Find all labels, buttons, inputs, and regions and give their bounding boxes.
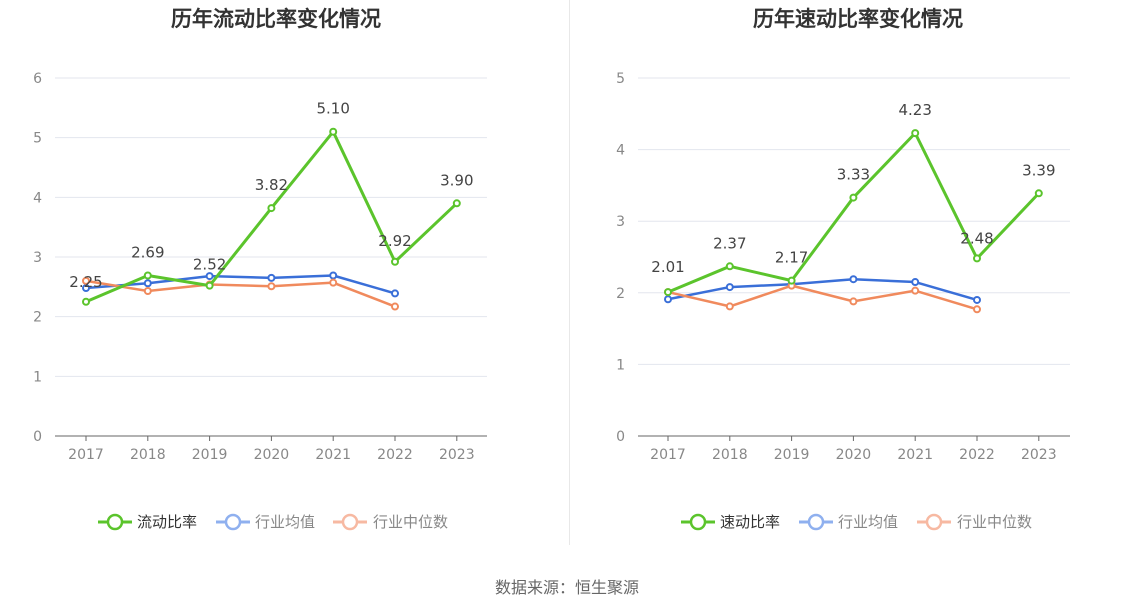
data-point-company [452, 199, 461, 208]
legend-label-median: 行业中位数 [957, 513, 1032, 531]
data-point-avg [143, 279, 152, 288]
data-point-company [143, 271, 152, 280]
data-point-avg [205, 272, 214, 281]
legend-marker-company [689, 513, 707, 531]
legend-marker-avg [224, 513, 242, 531]
chart-panel-2: 历年速动比率变化情况 0 1 2 3 4 5 2017 2018 2019 2020 2021 2022… [616, 7, 1070, 531]
x-tick-label: 2018 [712, 447, 748, 463]
x-tick-label: 2019 [774, 447, 810, 463]
series-line-median [667, 284, 978, 311]
data-label: 2.01 [651, 258, 684, 276]
data-point-company [267, 204, 276, 213]
data-point-median [391, 302, 399, 311]
y-tick-label: 1 [616, 357, 625, 373]
data-label: 3.90 [440, 171, 473, 189]
data-point-median [725, 302, 734, 311]
y-tick-label: 0 [33, 429, 42, 445]
data-point-avg [973, 295, 981, 304]
y-tick-label: 0 [616, 429, 625, 445]
data-label: 5.10 [316, 100, 349, 118]
series-line-company [667, 131, 1040, 294]
x-tick-label: 2021 [315, 447, 351, 463]
data-label: 3.33 [837, 166, 870, 184]
data-point-avg [82, 284, 90, 293]
series-line-avg [667, 277, 978, 302]
data-point-median [849, 297, 858, 306]
y-tick-label: 2 [616, 286, 625, 302]
data-label: 2.92 [378, 232, 411, 250]
x-tick-label: 2021 [897, 447, 933, 463]
legend-label-company: 流动比率 [137, 513, 197, 531]
legend-label-avg: 行业均值 [255, 513, 315, 531]
legend-marker-avg [807, 513, 825, 531]
x-tick-label: 2017 [650, 447, 686, 463]
data-point-median [329, 278, 338, 287]
data-source-label: 数据来源：恒生聚源 [494, 578, 639, 597]
data-point-company [82, 297, 90, 306]
data-point-median [267, 282, 276, 291]
data-point-company [1034, 189, 1043, 198]
data-point-company [329, 127, 338, 136]
data-point-avg [664, 295, 672, 304]
x-tick-label: 2023 [1021, 447, 1057, 463]
x-tick-label: 2022 [377, 447, 413, 463]
data-point-avg [329, 271, 338, 280]
y-tick-label: 3 [616, 214, 625, 230]
series-line-median [85, 279, 396, 308]
data-label: 2.37 [713, 234, 746, 252]
legend-marker-median [925, 513, 943, 531]
data-point-median [973, 305, 981, 314]
chart-title: 历年流动比率变化情况 [171, 7, 381, 31]
data-point-median [911, 286, 920, 295]
y-tick-label: 4 [33, 190, 42, 206]
legend-label-company: 速动比率 [720, 513, 780, 531]
data-point-company [973, 254, 981, 263]
data-point-avg [725, 283, 734, 292]
data-point-avg [911, 278, 920, 287]
data-point-company [664, 288, 672, 297]
data-point-company [849, 193, 858, 202]
data-label: 4.23 [898, 101, 931, 119]
y-tick-label: 4 [616, 143, 625, 159]
data-point-avg [267, 273, 276, 282]
y-tick-label: 6 [33, 71, 42, 87]
data-label: 2.17 [775, 249, 808, 267]
x-tick-label: 2022 [959, 447, 995, 463]
y-tick-label: 3 [33, 250, 42, 266]
y-tick-label: 2 [33, 310, 42, 326]
x-tick-label: 2020 [836, 447, 872, 463]
y-tick-label: 1 [33, 369, 42, 385]
x-tick-label: 2018 [130, 447, 166, 463]
data-point-median [82, 276, 90, 285]
y-tick-label: 5 [33, 131, 42, 147]
data-point-avg [849, 275, 858, 284]
series-line-avg [85, 274, 396, 295]
data-point-company [725, 262, 734, 271]
chart-divider [569, 0, 570, 545]
data-point-median [143, 287, 152, 296]
x-tick-label: 2019 [192, 447, 228, 463]
data-label: 2.52 [193, 256, 226, 274]
data-label: 2.48 [960, 229, 993, 247]
data-point-company [787, 276, 796, 285]
x-tick-label: 2020 [254, 447, 290, 463]
data-point-avg [391, 289, 399, 298]
y-tick-label: 5 [616, 71, 625, 87]
data-label: 3.39 [1022, 161, 1055, 179]
legend-label-median: 行业中位数 [373, 513, 448, 531]
x-tick-label: 2023 [439, 447, 475, 463]
data-point-company [205, 281, 214, 290]
data-point-company [391, 257, 399, 266]
legend-marker-company [106, 513, 124, 531]
x-tick-label: 2017 [68, 447, 104, 463]
data-point-company [911, 129, 920, 138]
data-label: 2.25 [69, 273, 102, 291]
data-label: 3.82 [255, 176, 288, 194]
data-label: 2.69 [131, 243, 164, 261]
chart-title: 历年速动比率变化情况 [753, 7, 963, 31]
legend-marker-median [341, 513, 359, 531]
chart-panel-1: 历年流动比率变化情况 0 1 2 3 4 5 6 2017 2018 2019 2020 2021 202… [33, 7, 487, 531]
legend-label-avg: 行业均值 [838, 513, 898, 531]
